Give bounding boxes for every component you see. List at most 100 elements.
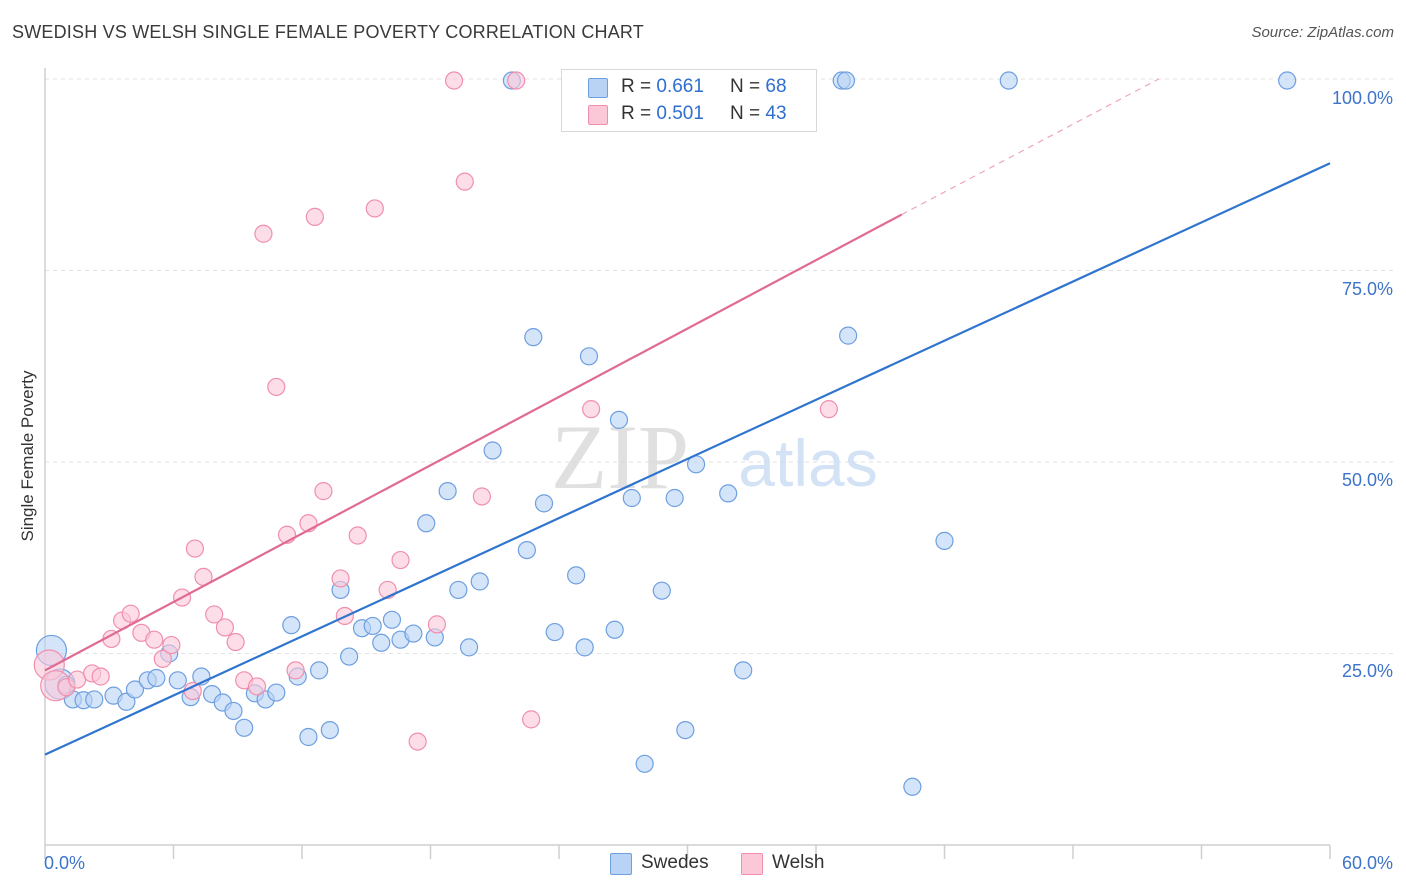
welsh-point-21: [247, 677, 267, 696]
swedes-point-59: [903, 777, 922, 796]
swedes-point-66: [1278, 71, 1297, 90]
legend-n-swedes: N = 68: [730, 76, 787, 97]
welsh-point-18: [215, 618, 234, 637]
swedes-trend-line: [44, 162, 1331, 756]
swedes-legend-label: Swedes: [641, 852, 709, 873]
swedes-point-44: [545, 622, 564, 642]
swedes-point-4: [85, 690, 104, 709]
welsh-point-39: [472, 487, 491, 506]
welsh-point-14: [183, 681, 202, 701]
welsh-point-5: [91, 667, 110, 686]
swedes-point-48: [605, 620, 624, 639]
swedes-point-46: [575, 638, 594, 657]
y-tick-label-50: 50.0%: [1342, 470, 1393, 490]
y-tick-label-100: 100.0%: [1332, 88, 1393, 108]
swedes-point-7: [125, 680, 145, 699]
swedes-point-38: [459, 638, 479, 657]
welsh-point-8: [121, 604, 140, 623]
welsh-point-19: [226, 632, 245, 652]
swedes-point-57: [734, 661, 753, 680]
swedes-point-31: [382, 610, 402, 629]
welsh-point-31: [348, 526, 367, 545]
legend-r-swedes: R = 0.661: [621, 76, 704, 97]
welsh-point-40: [507, 71, 526, 90]
swedes-point-65: [999, 71, 1018, 90]
welsh-point-34: [391, 550, 410, 570]
welsh-point-35: [408, 732, 427, 751]
swedes-point-60: [935, 531, 954, 550]
welsh-point-38: [455, 172, 474, 191]
data-points: [33, 71, 1297, 796]
welsh-point-17: [205, 605, 224, 624]
axes: [44, 68, 1331, 859]
welsh-point-43: [819, 400, 838, 419]
swedes-point-51: [635, 754, 654, 773]
swedes-point-9: [147, 668, 166, 688]
swedes-point-21: [282, 616, 301, 635]
welsh-point-42: [582, 400, 601, 419]
swedes-point-23: [299, 727, 318, 747]
y-tick-label-75: 75.0%: [1342, 279, 1393, 299]
tick-labels: 100.0% 75.0% 50.0% 25.0% 0.0% 60.0%: [44, 88, 1393, 873]
swedes-point-25: [320, 720, 339, 740]
swedes-point-45: [567, 566, 586, 585]
swedes-point-54: [676, 720, 695, 740]
swedes-point-64: [836, 71, 856, 90]
x-tick-label-max: 60.0%: [1342, 853, 1393, 873]
welsh-trend-extension: [901, 78, 1159, 216]
source-label: Source: ZipAtlas.com: [1251, 24, 1394, 41]
welsh-point-41: [522, 710, 541, 729]
swedes-point-52: [652, 581, 671, 600]
y-tick-label-25: 25.0%: [1342, 661, 1393, 681]
swedes-point-36: [438, 482, 457, 501]
welsh-point-36: [427, 615, 447, 634]
x-tick-label-min: 0.0%: [44, 853, 85, 873]
swedes-legend-swatch: [610, 853, 632, 875]
swedes-point-24: [310, 661, 329, 680]
swedes-point-53: [665, 488, 684, 508]
stats-legend: R = 0.661 N = 68 R = 0.501 N = 43: [561, 69, 817, 132]
welsh-point-22: [254, 224, 273, 243]
welsh-point-25: [286, 661, 305, 680]
swedes-point-39: [470, 572, 489, 591]
welsh-point-27: [305, 207, 324, 226]
welsh-legend-swatch: [741, 853, 763, 875]
swedes-point-41: [517, 540, 536, 560]
swedes-point-42: [524, 328, 543, 347]
welsh-point-10: [145, 630, 164, 649]
legend-r-welsh: R = 0.501: [621, 103, 704, 124]
trend-lines: [44, 78, 1331, 756]
welsh-point-11: [153, 649, 172, 668]
legend-n-welsh: N = 43: [730, 103, 787, 124]
welsh-point-29: [331, 569, 350, 588]
swedes-point-43: [534, 494, 554, 513]
swedes-point-50: [622, 488, 641, 508]
swedes-point-33: [404, 624, 423, 643]
welsh-point-15: [185, 539, 205, 558]
welsh-swatch: [588, 105, 608, 125]
swedes-point-40: [483, 441, 502, 460]
gridlines: [45, 78, 1394, 654]
swedes-point-11: [168, 671, 187, 690]
swedes-point-58: [839, 326, 858, 345]
swedes-point-34: [417, 514, 436, 533]
chart-title: SWEDISH VS WELSH SINGLE FEMALE POVERTY C…: [12, 22, 644, 42]
swedes-point-27: [340, 647, 359, 666]
welsh-point-32: [365, 199, 384, 218]
swedes-point-29: [363, 616, 382, 636]
welsh-point-12: [162, 635, 181, 655]
welsh-point-23: [267, 377, 286, 397]
welsh-point-37: [444, 71, 464, 90]
swedes-point-47: [579, 347, 599, 366]
welsh-point-28: [314, 482, 333, 501]
swedes-point-16: [224, 701, 243, 721]
swedes-point-37: [449, 580, 468, 600]
swedes-point-49: [609, 410, 629, 429]
swedes-point-17: [235, 718, 254, 737]
welsh-legend-label: Welsh: [772, 852, 825, 873]
swedes-point-30: [372, 633, 391, 652]
swedes-swatch: [588, 78, 608, 98]
watermark-atlas: atlas: [738, 426, 877, 500]
swedes-point-56: [719, 484, 738, 503]
